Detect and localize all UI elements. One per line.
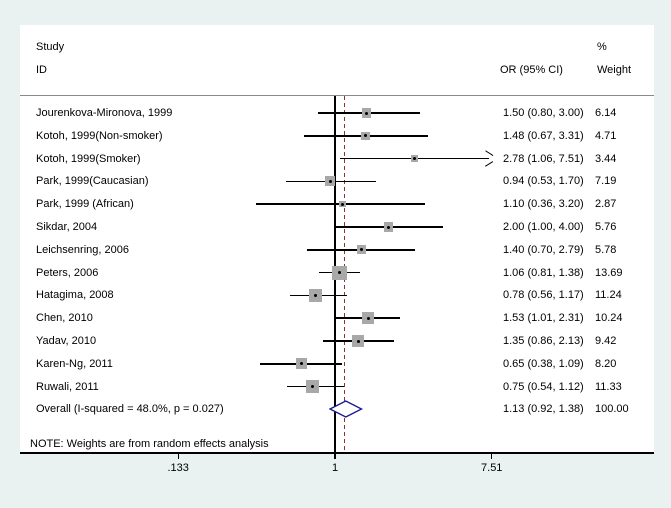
or-ci-value: 1.06 (0.81, 1.38): [503, 266, 584, 279]
or-ci-value: 0.65 (0.38, 1.09): [503, 357, 584, 370]
study-label: Kotoh, 1999(Smoker): [36, 152, 141, 165]
study-label: Yadav, 2010: [36, 335, 97, 347]
weight-value: 9.42: [595, 335, 617, 347]
column-header-weight: Weight: [597, 64, 632, 76]
overall-diamond: [327, 400, 363, 423]
effect-point: [338, 271, 342, 275]
effect-point: [328, 179, 332, 183]
overall-label: Overall (I-squared = 48.0%, p = 0.027): [36, 403, 224, 416]
weight-value: 11.33: [595, 380, 622, 393]
study-label: Park, 1999 (African): [36, 198, 134, 211]
weight-value: 100.00: [595, 403, 629, 416]
or-ci-value: 2.00 (1.00, 4.00): [503, 221, 584, 233]
weight-value: 7.19: [595, 175, 617, 188]
effect-point: [356, 339, 360, 343]
weight-value: 8.20: [595, 357, 617, 370]
study-label: Peters, 2006: [36, 266, 99, 279]
weight-value: 3.44: [595, 152, 617, 165]
study-label: Leichsenring, 2006: [36, 243, 129, 256]
weight-value: 11.24: [595, 289, 622, 302]
weight-value: 13.69: [595, 266, 623, 279]
weight-value: 2.87: [595, 198, 617, 211]
or-ci-value: 1.40 (0.70, 2.79): [503, 243, 584, 256]
effect-point: [365, 111, 369, 115]
effect-point: [359, 248, 363, 252]
or-ci-value: 0.94 (0.53, 1.70): [503, 175, 584, 188]
axis-tick: [334, 454, 336, 459]
weight-value: 4.71: [595, 129, 617, 142]
weight-value: 6.14: [595, 107, 617, 119]
note-text: NOTE: Weights are from random effects an…: [30, 438, 269, 450]
axis-tick-label: 7.51: [481, 462, 503, 474]
effect-point: [366, 316, 370, 320]
effect-point: [300, 362, 303, 366]
study-label: Kotoh, 1999(Non-smoker): [36, 129, 163, 142]
or-ci-value: 1.13 (0.92, 1.38): [503, 403, 584, 416]
column-header-study: Study: [36, 41, 65, 53]
study-label: Karen-Ng, 2011: [36, 357, 113, 370]
study-label: Park, 1999(Caucasian): [36, 175, 149, 188]
study-label: Ruwali, 2011: [36, 380, 99, 393]
or-ci-value: 1.48 (0.67, 3.31): [503, 129, 584, 142]
study-label: Jourenkova-Mironova, 1999: [36, 107, 173, 119]
effect-point: [412, 157, 416, 161]
weight-value: 10.24: [595, 312, 623, 325]
axis-tick-label: .133: [167, 462, 189, 474]
effect-point: [314, 293, 318, 297]
axis-tick: [177, 454, 179, 459]
or-ci-value: 0.78 (0.56, 1.17): [503, 289, 584, 302]
effect-point: [387, 225, 391, 229]
column-header-or-ci: OR (95% CI): [500, 64, 563, 76]
or-ci-value: 1.50 (0.80, 3.00): [503, 107, 584, 119]
effect-point: [363, 134, 367, 138]
axis-tick-label: 1: [331, 462, 339, 474]
column-header-id: ID: [36, 64, 47, 76]
axis-tick: [491, 454, 493, 459]
column-header-percent: %: [597, 41, 607, 53]
plot-panel: [20, 25, 654, 454]
study-label: Sikdar, 2004: [36, 221, 98, 233]
or-ci-value: 2.78 (1.06, 7.51): [503, 152, 584, 165]
effect-point: [311, 385, 315, 389]
or-ci-value: 1.35 (0.86, 2.13): [503, 335, 584, 347]
weight-value: 5.78: [595, 243, 617, 256]
or-ci-value: 1.53 (1.01, 2.31): [503, 312, 584, 325]
ci-arrow-right-icon: [483, 150, 494, 168]
effect-point: [340, 202, 344, 206]
or-ci-value: 1.10 (0.36, 3.20): [503, 198, 584, 211]
header-divider: [20, 95, 654, 96]
study-label: Hatagima, 2008: [36, 289, 114, 302]
study-label: Chen, 2010: [36, 312, 93, 325]
or-ci-value: 0.75 (0.54, 1.12): [503, 380, 584, 393]
weight-value: 5.76: [595, 221, 617, 233]
